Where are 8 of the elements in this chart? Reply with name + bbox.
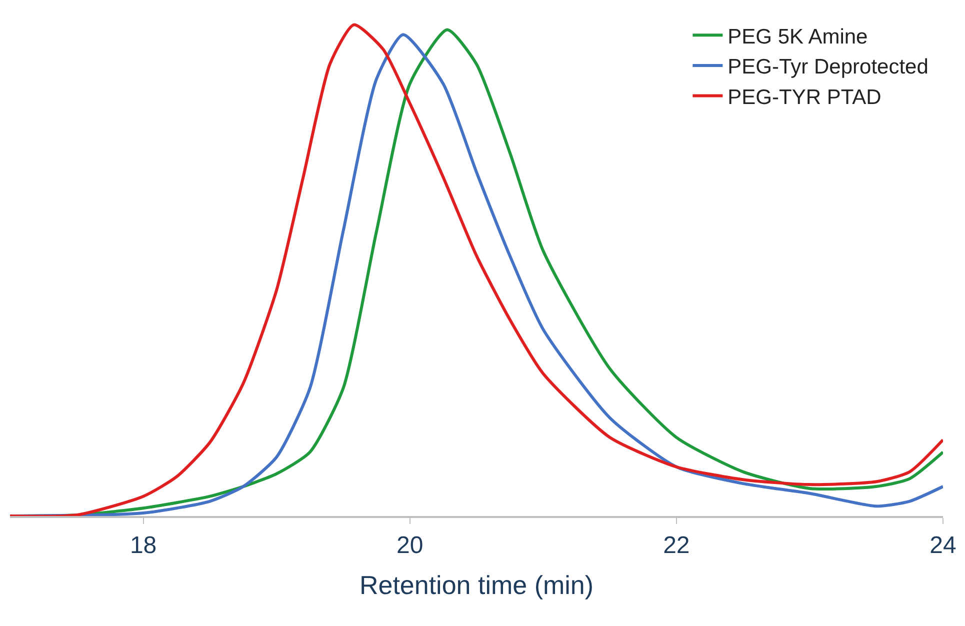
x-axis-title: Retention time (min) [359, 570, 594, 600]
x-tick-label: 22 [663, 532, 690, 559]
legend-label: PEG 5K Amine [728, 25, 868, 48]
legend-label: PEG-TYR PTAD [728, 86, 882, 109]
x-tick-label: 24 [930, 532, 956, 559]
x-tick-label: 18 [130, 532, 157, 559]
legend-label: PEG-Tyr Deprotected [728, 56, 928, 79]
x-tick-label: 20 [396, 532, 424, 559]
